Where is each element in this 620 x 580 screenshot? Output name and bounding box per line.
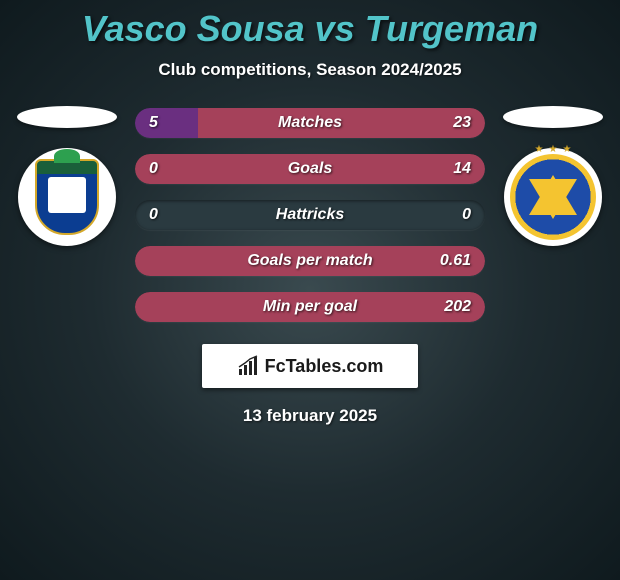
- player-right-avatar: [503, 106, 603, 128]
- stat-value-left: 0: [149, 206, 158, 224]
- stat-row: Goals per match 0.61: [135, 246, 485, 276]
- brand-badge: FcTables.com: [202, 344, 418, 388]
- stat-label: Min per goal: [263, 298, 357, 316]
- stat-value-right: 202: [444, 298, 471, 316]
- stat-label: Goals: [288, 160, 332, 178]
- stat-value-left: 5: [149, 114, 158, 132]
- comparison-date: 13 february 2025: [0, 406, 620, 426]
- stat-row: Min per goal 202: [135, 292, 485, 322]
- comparison-subtitle: Club competitions, Season 2024/2025: [0, 60, 620, 80]
- maccabi-crest-icon: ★★★: [510, 154, 596, 240]
- stat-label: Goals per match: [247, 252, 372, 270]
- stat-value-left: 0: [149, 160, 158, 178]
- stat-row: 0 Hattricks 0: [135, 200, 485, 230]
- stat-value-right: 0.61: [440, 252, 471, 270]
- stat-bar-left: [135, 108, 198, 138]
- stat-value-right: 23: [453, 114, 471, 132]
- stats-column: 5 Matches 23 0 Goals 14 0 Hattricks 0 Goals per m…: [135, 106, 485, 322]
- player-right-column: ★★★: [503, 106, 603, 246]
- porto-crest-icon: [35, 159, 99, 235]
- comparison-title: Vasco Sousa vs Turgeman: [0, 8, 620, 50]
- stat-value-right: 0: [462, 206, 471, 224]
- player-left-column: [17, 106, 117, 246]
- stat-value-right: 14: [453, 160, 471, 178]
- stat-label: Matches: [278, 114, 342, 132]
- player-left-avatar: [17, 106, 117, 128]
- brand-chart-icon: [237, 355, 259, 377]
- stat-row: 0 Goals 14: [135, 154, 485, 184]
- club-badge-right: ★★★: [504, 148, 602, 246]
- stat-label: Hattricks: [276, 206, 344, 224]
- comparison-body: 5 Matches 23 0 Goals 14 0 Hattricks 0 Goals per m…: [0, 106, 620, 322]
- stat-row: 5 Matches 23: [135, 108, 485, 138]
- club-badge-left: [18, 148, 116, 246]
- brand-text: FcTables.com: [265, 356, 384, 377]
